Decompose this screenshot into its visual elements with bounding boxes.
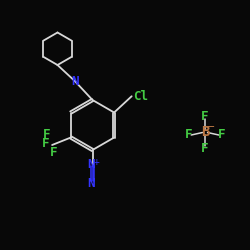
Text: F: F bbox=[50, 146, 57, 159]
Text: Cl: Cl bbox=[133, 90, 148, 103]
Text: F: F bbox=[42, 137, 50, 150]
Text: N: N bbox=[71, 75, 79, 88]
Text: F: F bbox=[185, 128, 192, 141]
Text: −: − bbox=[206, 122, 215, 132]
Text: N: N bbox=[88, 158, 95, 172]
Text: F: F bbox=[201, 110, 209, 123]
Text: N: N bbox=[88, 177, 95, 190]
Text: F: F bbox=[218, 128, 225, 141]
Text: B: B bbox=[201, 126, 209, 140]
Text: F: F bbox=[201, 142, 209, 155]
Text: +: + bbox=[94, 157, 100, 167]
Text: F: F bbox=[43, 128, 51, 141]
